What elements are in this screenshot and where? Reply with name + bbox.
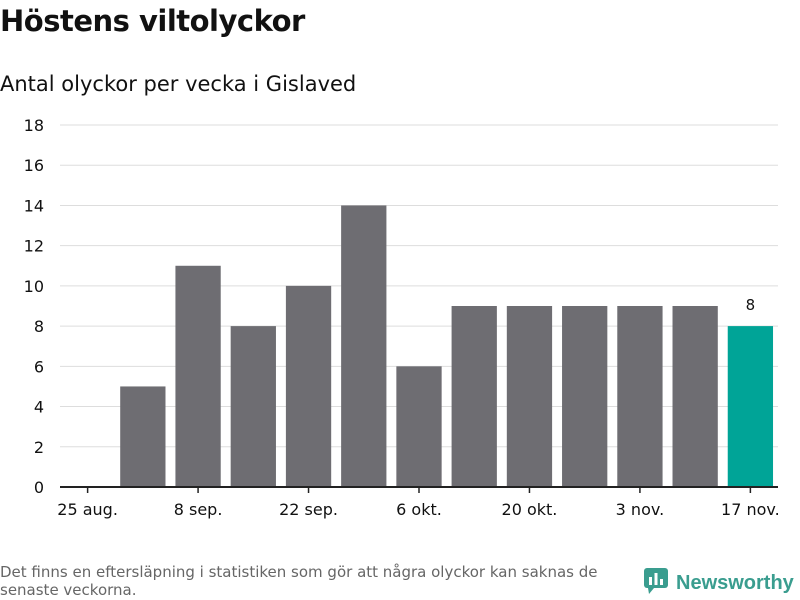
footnote: Det finns en eftersläpning i statistiken…: [0, 563, 598, 599]
chart-subtitle: Antal olyckor per vecka i Gislaved: [0, 72, 357, 96]
bars: [120, 205, 774, 487]
brand-name: Newsworthy: [676, 571, 794, 594]
x-tick-label: 3 nov.: [616, 500, 665, 519]
x-tick-label: 25 aug.: [57, 500, 118, 519]
y-tick-label: 8: [34, 317, 44, 336]
bar: [672, 306, 718, 487]
bar: [285, 285, 332, 487]
x-axis: 25 aug. 8 sep. 22 sep. 6 okt. 20 okt. 3 nov. 1…: [57, 486, 780, 519]
brand-logo: Newsworthy: [644, 568, 794, 598]
bar-chart: 0 2 4 6 8 10 12 14 16 18 8 25 aug. 8 sep. 22 sep. 6 …: [24, 116, 780, 519]
bar: [727, 326, 774, 487]
x-tick-label: 8 sep.: [174, 500, 223, 519]
y-tick-label: 16: [24, 156, 44, 175]
data-label: 8: [746, 296, 756, 314]
y-tick-label: 4: [34, 398, 44, 417]
x-tick-label: 6 okt.: [396, 500, 442, 519]
x-tick-label: 20 okt.: [502, 500, 558, 519]
newsworthy-logo-icon: [644, 568, 668, 598]
bar: [396, 366, 442, 487]
y-tick-label: 0: [34, 478, 44, 497]
y-tick-label: 6: [34, 357, 44, 376]
bar: [451, 306, 497, 487]
y-tick-label: 2: [34, 438, 44, 457]
y-tick-label: 12: [24, 237, 44, 256]
bar: [341, 205, 387, 487]
bar: [506, 306, 553, 487]
y-tick-label: 14: [24, 196, 44, 215]
bar: [230, 326, 276, 487]
x-tick-label: 22 sep.: [279, 500, 338, 519]
bar: [617, 306, 663, 487]
bar: [120, 386, 166, 487]
y-axis-ticks: 0 2 4 6 8 10 12 14 16 18: [24, 116, 44, 497]
x-tick-label: 17 nov.: [721, 500, 780, 519]
bar: [562, 306, 608, 487]
data-labels: 8: [746, 296, 756, 314]
y-tick-label: 18: [24, 116, 44, 135]
chart-title: Höstens viltolyckor: [0, 4, 305, 38]
y-tick-label: 10: [24, 277, 44, 296]
bar: [175, 265, 221, 487]
